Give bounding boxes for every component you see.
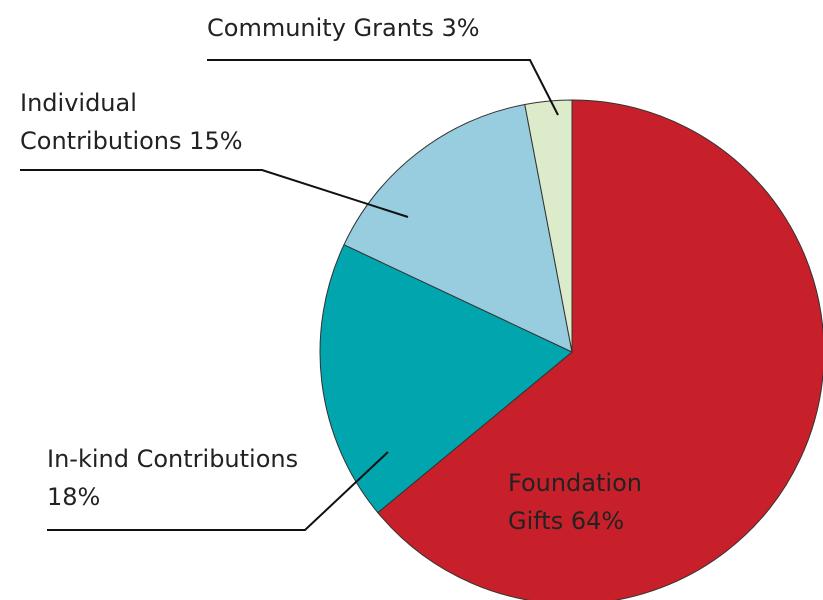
slice-label: Foundation Gifts 64% [508, 464, 688, 540]
category-label: Community Grants [207, 14, 434, 42]
slice-label: Individual Contributions 15% [20, 84, 295, 160]
pie-slice [319, 244, 573, 514]
value-label: 18% [47, 483, 101, 511]
category-label: Individual Contributions [20, 89, 182, 155]
pie-slice [377, 99, 823, 600]
leader-line [20, 169, 409, 218]
category-label: Foundation Gifts [508, 469, 642, 535]
value-label: 15% [189, 127, 243, 155]
leader-line [207, 59, 559, 116]
pie-slice [343, 103, 573, 353]
pie-slice [524, 99, 573, 353]
value-label: 3% [441, 14, 480, 42]
slices [319, 99, 823, 600]
slice-label: In-kind Contributions 18% [47, 440, 322, 516]
value-label: 64% [570, 507, 625, 535]
slice-label: Community Grants 3% [207, 9, 480, 47]
leader-line [47, 451, 389, 531]
category-label: In-kind Contributions [47, 445, 299, 473]
